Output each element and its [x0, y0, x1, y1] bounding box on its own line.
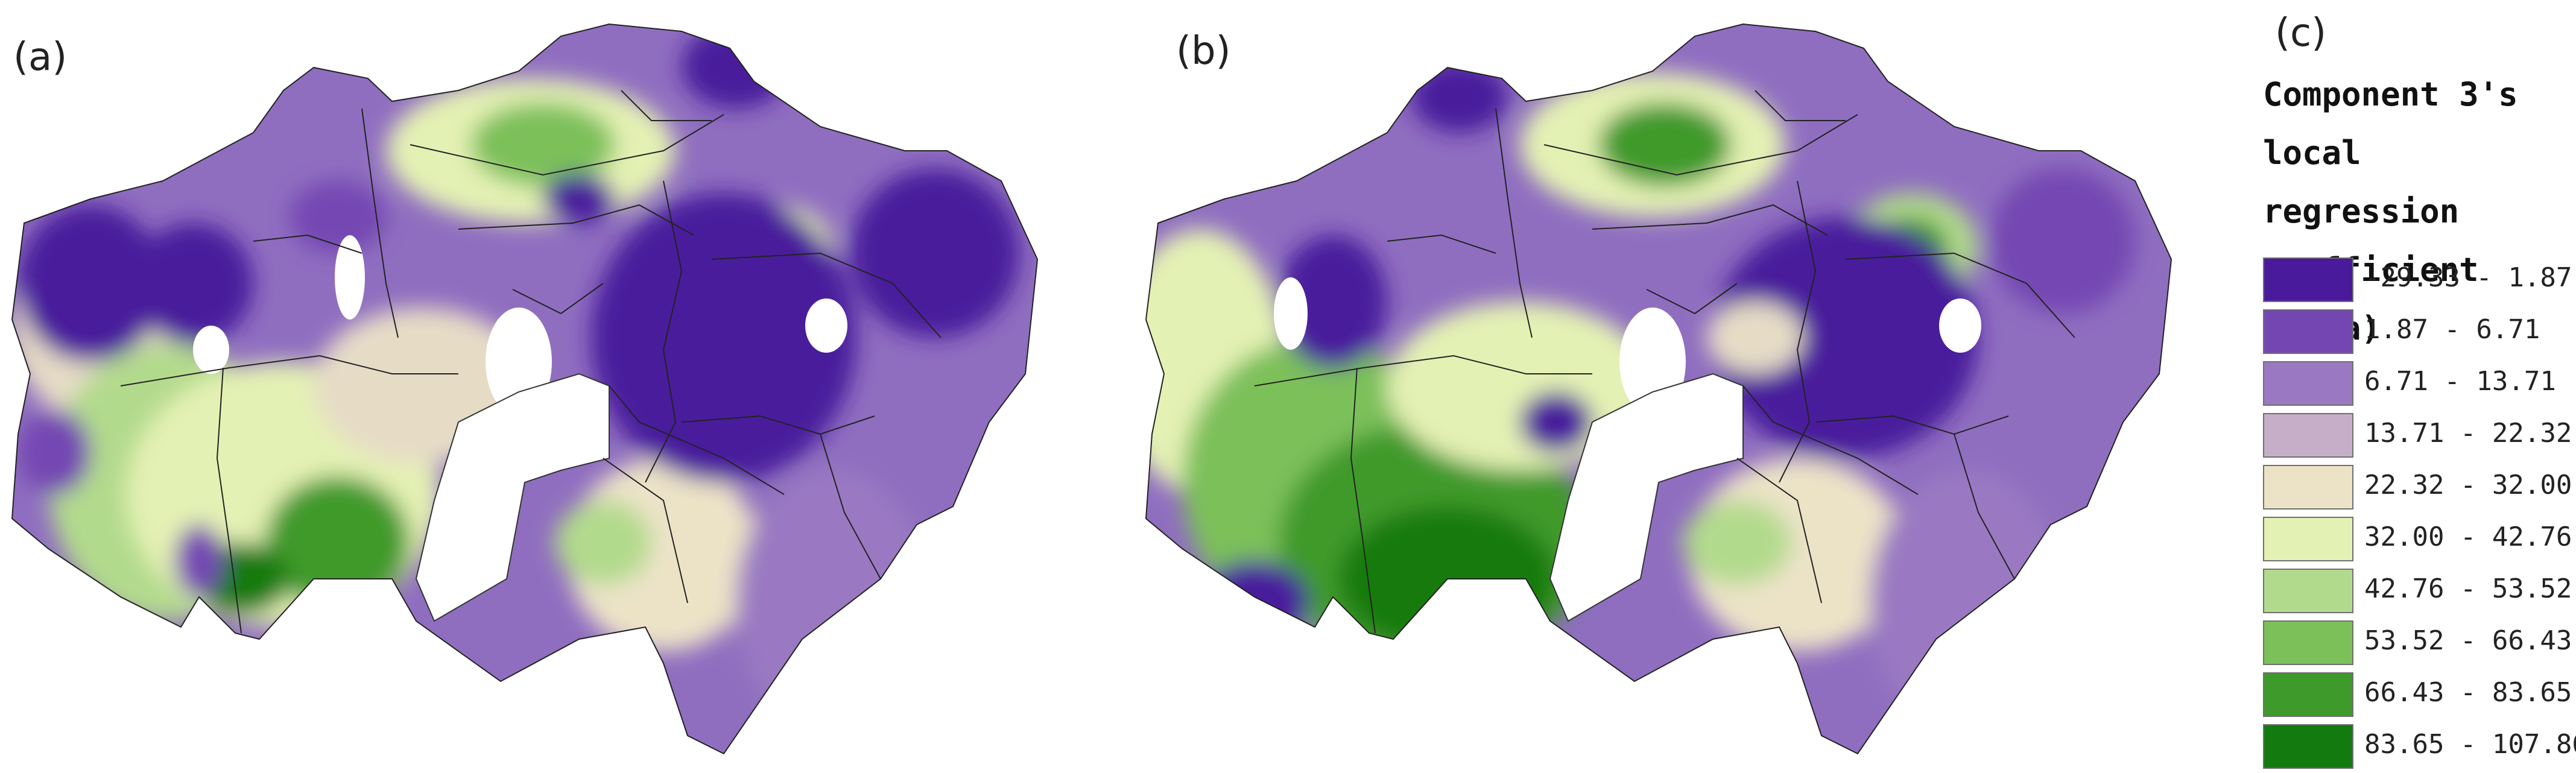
- legend-range-label: 66.43 - 83.65: [2364, 677, 2572, 708]
- legend-swatch: [2263, 465, 2353, 510]
- map-b-boundaries: [1145, 23, 2173, 755]
- legend-swatch: [2263, 257, 2353, 302]
- legend-item: 13.71 - 22.32: [2263, 409, 2572, 461]
- legend-item: 32.00 - 42.76: [2263, 513, 2572, 565]
- legend-item: 66.43 - 83.65: [2263, 669, 2572, 721]
- legend-swatch: [2263, 309, 2353, 354]
- legend-swatch: [2263, 517, 2353, 561]
- legend-item: 1.87 - 6.71: [2263, 306, 2565, 358]
- legend-item: 83.65 - 107.86: [2263, 721, 2576, 772]
- map-a: [11, 23, 1039, 755]
- legend-item: 53.52 - 66.43: [2263, 617, 2572, 669]
- legend-range-label: 22.32 - 32.00: [2364, 470, 2572, 500]
- legend-swatch: [2263, 413, 2353, 458]
- legend-range-label: -29.33 - 1.87: [2364, 262, 2572, 293]
- legend: -29.33 - 1.87 1.87 - 6.71 6.71 - 13.71 13.7…: [2263, 254, 2576, 772]
- legend-range-label: 53.52 - 66.43: [2364, 625, 2572, 656]
- legend-range-label: 1.87 - 6.71: [2364, 314, 2540, 345]
- legend-range-label: 32.00 - 42.76: [2364, 522, 2572, 552]
- legend-range-label: 42.76 - 53.52: [2364, 573, 2572, 604]
- legend-swatch: [2263, 724, 2353, 769]
- legend-range-label: 6.71 - 13.71: [2364, 366, 2556, 397]
- legend-swatch: [2263, 672, 2353, 717]
- legend-swatch: [2263, 620, 2353, 665]
- legend-item: -29.33 - 1.87: [2263, 254, 2572, 306]
- legend-item: 42.76 - 53.52: [2263, 565, 2572, 617]
- legend-item: 6.71 - 13.71: [2263, 358, 2565, 409]
- panel-label-a: (a): [13, 35, 68, 80]
- legend-item: 22.32 - 32.00: [2263, 461, 2572, 513]
- panel-label-b: (b): [1176, 29, 1231, 74]
- legend-swatch: [2263, 569, 2353, 613]
- map-a-boundaries: [11, 23, 1039, 755]
- panel-label-c: (c): [2275, 11, 2327, 55]
- legend-range-label: 83.65 - 107.86: [2364, 729, 2576, 760]
- legend-swatch: [2263, 361, 2353, 406]
- map-b: [1145, 23, 2173, 755]
- legend-range-label: 13.71 - 22.32: [2364, 418, 2572, 449]
- map-b-surface: [1146, 24, 2171, 754]
